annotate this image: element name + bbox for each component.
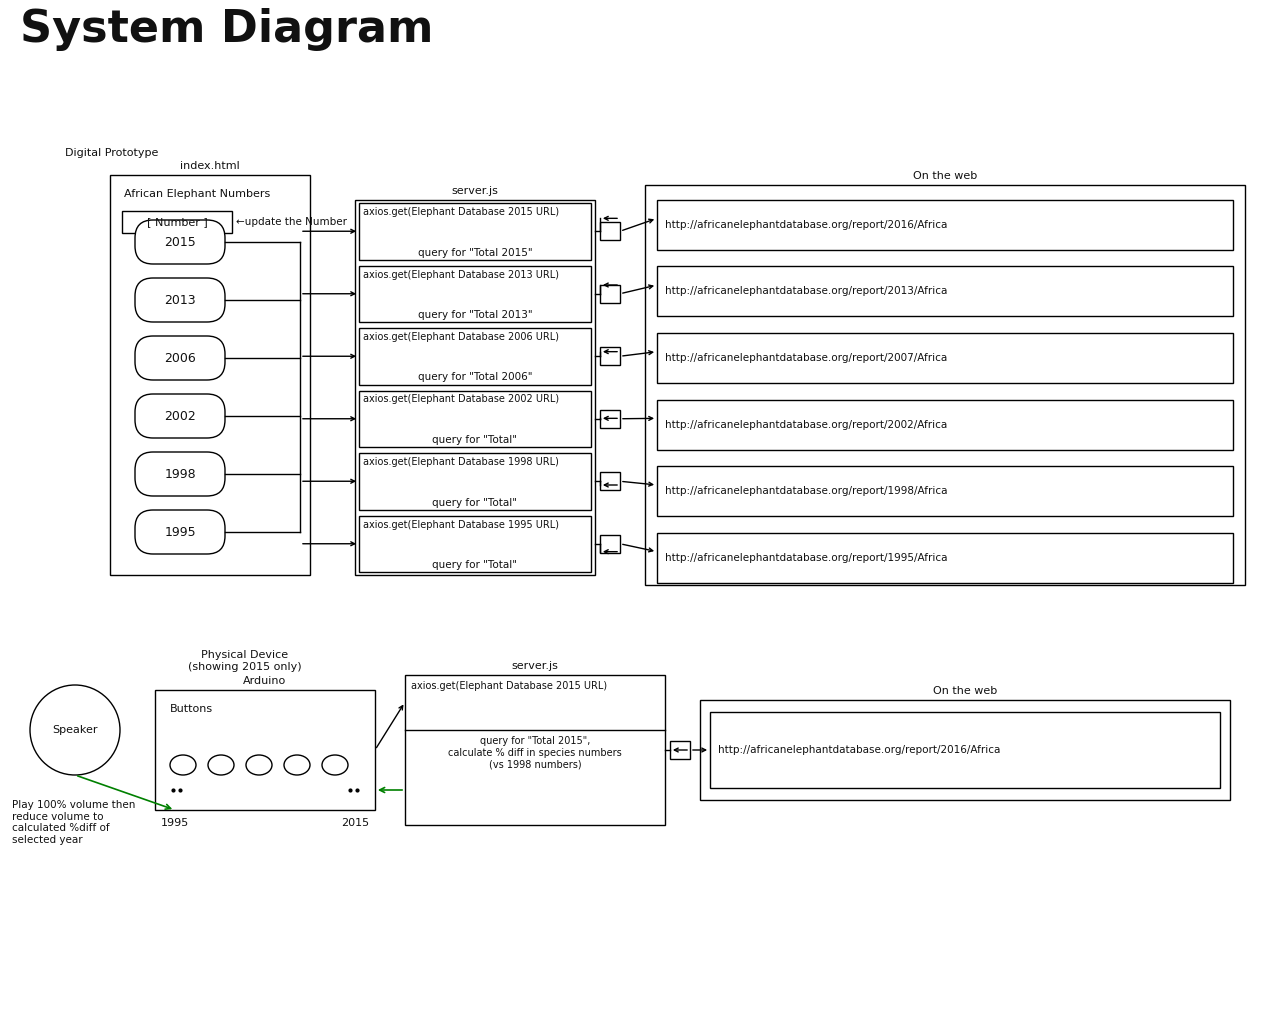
Text: http://africanelephantdatabase.org/report/1995/Africa: http://africanelephantdatabase.org/repor… — [665, 553, 948, 562]
Ellipse shape — [284, 755, 310, 776]
Text: 1995: 1995 — [164, 525, 196, 539]
Text: Play 100% volume then
reduce volume to
calculated %diff of
selected year: Play 100% volume then reduce volume to c… — [11, 800, 135, 845]
Text: query for "Total 2013": query for "Total 2013" — [417, 310, 532, 320]
Bar — [658, 267, 1233, 316]
Text: axios.get(Elephant Database 2013 URL): axios.get(Elephant Database 2013 URL) — [363, 270, 558, 279]
FancyBboxPatch shape — [135, 452, 225, 496]
Text: On the web: On the web — [913, 171, 977, 181]
FancyBboxPatch shape — [135, 278, 225, 322]
Text: Buttons: Buttons — [170, 704, 214, 714]
Ellipse shape — [209, 755, 234, 776]
Bar — [645, 185, 1245, 585]
Text: query for "Total 2015",
calculate % diff in species numbers
(vs 1998 numbers): query for "Total 2015", calculate % diff… — [448, 736, 622, 769]
Bar — [355, 200, 595, 575]
Bar — [359, 391, 591, 447]
Text: http://africanelephantdatabase.org/report/2007/Africa: http://africanelephantdatabase.org/repor… — [665, 353, 948, 363]
Bar — [658, 466, 1233, 516]
Text: query for "Total": query for "Total" — [432, 435, 518, 445]
Text: index.html: index.html — [181, 161, 240, 171]
Bar — [359, 516, 591, 572]
Bar — [600, 535, 619, 553]
Text: query for "Total": query for "Total" — [432, 560, 518, 570]
Bar — [122, 211, 232, 233]
Bar — [359, 203, 591, 260]
Text: axios.get(Elephant Database 2015 URL): axios.get(Elephant Database 2015 URL) — [411, 681, 607, 691]
Text: 2013: 2013 — [164, 294, 196, 306]
FancyBboxPatch shape — [135, 220, 225, 264]
Text: http://africanelephantdatabase.org/report/2016/Africa: http://africanelephantdatabase.org/repor… — [717, 746, 1000, 755]
Text: Physical Device
(showing 2015 only): Physical Device (showing 2015 only) — [188, 650, 301, 672]
Text: African Elephant Numbers: African Elephant Numbers — [123, 189, 270, 199]
Text: 1998: 1998 — [164, 467, 196, 481]
Bar — [600, 409, 619, 428]
FancyBboxPatch shape — [135, 394, 225, 438]
Bar — [658, 533, 1233, 583]
Bar — [404, 675, 665, 825]
Text: 2015: 2015 — [341, 818, 369, 828]
FancyBboxPatch shape — [135, 510, 225, 554]
Text: server.js: server.js — [452, 186, 499, 196]
Bar — [658, 333, 1233, 383]
Bar — [109, 175, 310, 575]
Text: ←update the Number: ←update the Number — [237, 217, 347, 227]
Bar — [658, 200, 1233, 249]
Text: axios.get(Elephant Database 2015 URL): axios.get(Elephant Database 2015 URL) — [363, 207, 560, 217]
Text: On the web: On the web — [932, 686, 997, 696]
Text: Speaker: Speaker — [52, 725, 98, 735]
FancyBboxPatch shape — [135, 336, 225, 381]
Ellipse shape — [31, 685, 120, 776]
Text: server.js: server.js — [511, 661, 558, 671]
Bar — [359, 453, 591, 510]
Bar — [710, 712, 1220, 788]
Bar — [600, 347, 619, 365]
Bar — [600, 473, 619, 490]
Bar — [359, 328, 591, 385]
Text: axios.get(Elephant Database 1995 URL): axios.get(Elephant Database 1995 URL) — [363, 519, 558, 529]
Bar — [670, 741, 689, 759]
Bar — [359, 266, 591, 322]
Text: http://africanelephantdatabase.org/report/2013/Africa: http://africanelephantdatabase.org/repor… — [665, 286, 948, 297]
Text: axios.get(Elephant Database 2006 URL): axios.get(Elephant Database 2006 URL) — [363, 332, 558, 342]
Ellipse shape — [245, 755, 272, 776]
Text: query for "Total": query for "Total" — [432, 497, 518, 508]
Text: http://africanelephantdatabase.org/report/2002/Africa: http://africanelephantdatabase.org/repor… — [665, 420, 948, 430]
Text: http://africanelephantdatabase.org/report/1998/Africa: http://africanelephantdatabase.org/repor… — [665, 486, 948, 496]
Bar — [700, 700, 1230, 800]
Text: 2015: 2015 — [164, 236, 196, 248]
Text: 1995: 1995 — [160, 818, 190, 828]
Text: 2006: 2006 — [164, 352, 196, 365]
Bar — [600, 284, 619, 303]
Bar — [155, 690, 375, 810]
Text: axios.get(Elephant Database 2002 URL): axios.get(Elephant Database 2002 URL) — [363, 395, 560, 404]
Text: query for "Total 2006": query for "Total 2006" — [417, 372, 532, 383]
Text: query for "Total 2015": query for "Total 2015" — [417, 247, 532, 257]
Text: http://africanelephantdatabase.org/report/2016/Africa: http://africanelephantdatabase.org/repor… — [665, 219, 948, 230]
Text: Digital Prototype: Digital Prototype — [65, 148, 159, 158]
Ellipse shape — [170, 755, 196, 776]
Text: System Diagram: System Diagram — [20, 8, 434, 51]
Text: Arduino: Arduino — [243, 676, 286, 686]
Text: axios.get(Elephant Database 1998 URL): axios.get(Elephant Database 1998 URL) — [363, 457, 558, 467]
Bar — [600, 222, 619, 240]
Ellipse shape — [322, 755, 349, 776]
Text: [ Number ]: [ Number ] — [146, 217, 207, 227]
Text: 2002: 2002 — [164, 409, 196, 423]
Bar — [658, 400, 1233, 450]
